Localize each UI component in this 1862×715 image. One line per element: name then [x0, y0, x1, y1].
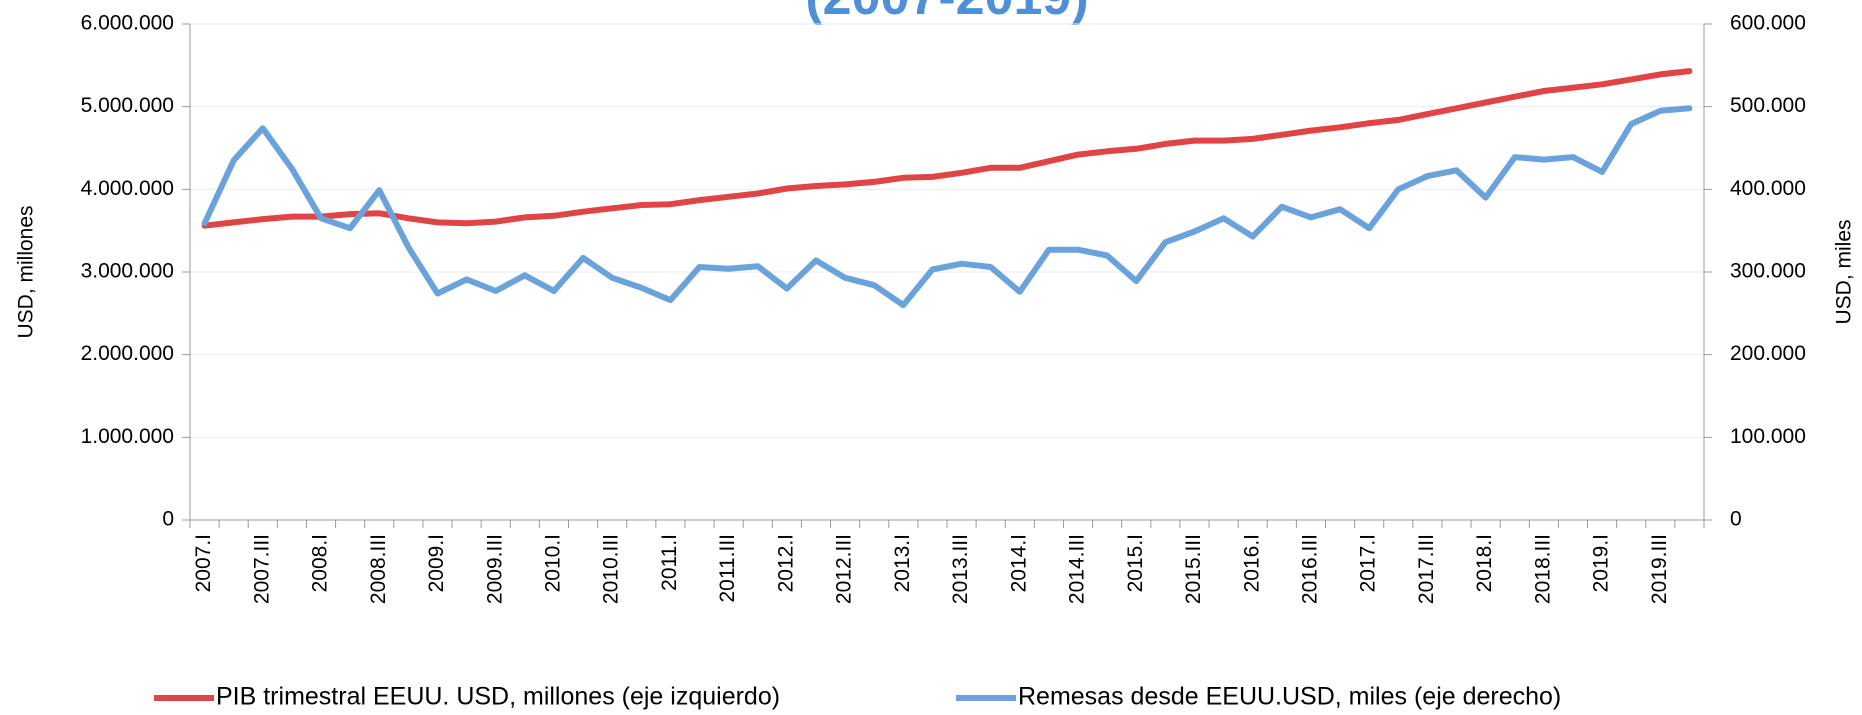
x-tick-label: 2008.III: [367, 534, 390, 604]
y-tick-label: 6.000.000: [81, 12, 174, 35]
series-line: [201, 68, 1693, 229]
x-tick-label: 2009.I: [425, 534, 448, 592]
x-tick-label: 2012.III: [833, 534, 856, 604]
y-tick-label: 4.000.000: [81, 177, 174, 200]
x-tick-label: 2007.III: [250, 534, 273, 604]
chart-title: (2007-2019): [805, 0, 1088, 26]
x-tick-label: 2018.I: [1473, 534, 1496, 592]
x-tick-label: 2010.I: [541, 534, 564, 592]
y2-tick-label: 0: [1730, 508, 1742, 531]
y-tick-label: 5.000.000: [81, 94, 174, 117]
x-tick-label: 2013.III: [949, 534, 972, 604]
y2-tick-label: 600.000: [1730, 12, 1806, 35]
x-tick-label: 2017.III: [1415, 534, 1438, 604]
x-tick-label: 2012.I: [774, 534, 797, 592]
x-tick-label: 2015.I: [1124, 534, 1147, 592]
y-axis-label: USD, millones: [15, 205, 38, 338]
x-tick-label: 2013.I: [891, 534, 914, 592]
x-tick-label: 2014.III: [1066, 534, 1089, 604]
x-tick-label: 2011.III: [716, 534, 739, 603]
x-tick-label: 2019.I: [1590, 534, 1613, 592]
x-tick-label: 2011.I: [658, 534, 681, 591]
y2-tick-label: 300.000: [1730, 260, 1806, 283]
x-tick-label: 2017.I: [1357, 534, 1380, 592]
x-tick-label: 2016.III: [1298, 534, 1321, 604]
y2-tick-label: 200.000: [1730, 342, 1806, 365]
legend-label: PIB trimestral EEUU. USD, millones (eje …: [216, 683, 780, 711]
x-tick-label: 2015.III: [1182, 534, 1205, 604]
x-tick-label: 2007.I: [192, 534, 215, 592]
y2-tick-label: 100.000: [1730, 425, 1806, 448]
x-tick-label: 2018.III: [1531, 534, 1554, 604]
x-tick-label: 2019.III: [1648, 534, 1671, 604]
y-tick-label: 1.000.000: [81, 425, 174, 448]
x-tick-label: 2008.I: [309, 534, 332, 592]
y-tick-label: 2.000.000: [81, 342, 174, 365]
x-tick-label: 2016.I: [1240, 534, 1263, 592]
x-tick-label: 2014.I: [1007, 534, 1030, 592]
y2-tick-label: 500.000: [1730, 94, 1806, 117]
y2-tick-label: 400.000: [1730, 177, 1806, 200]
x-tick-label: 2009.III: [483, 534, 506, 604]
series-line: [201, 105, 1693, 309]
y2-axis-label: USD, miles: [1833, 219, 1856, 324]
legend-label: Remesas desde EEUU.USD, miles (eje derec…: [1018, 683, 1561, 711]
y-tick-label: 3.000.000: [81, 260, 174, 283]
x-tick-label: 2010.III: [600, 534, 623, 604]
y-tick-label: 0: [162, 508, 174, 531]
